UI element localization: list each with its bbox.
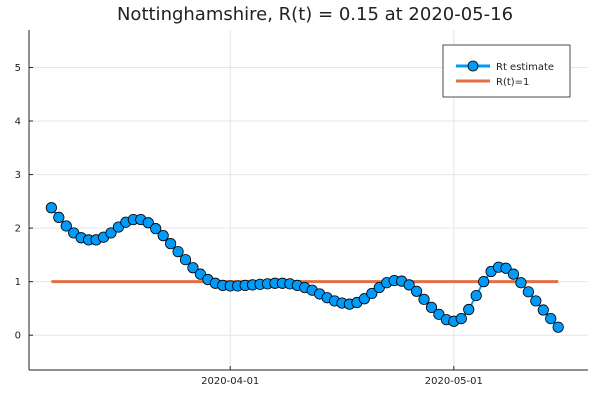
chart-title: Nottinghamshire, R(t) = 0.15 at 2020-05-… bbox=[117, 4, 513, 25]
rt-estimate-point bbox=[515, 277, 527, 289]
rt-estimate-point bbox=[157, 230, 169, 242]
rt-estimate-point bbox=[418, 293, 430, 305]
rt-estimate-point bbox=[470, 289, 482, 302]
rt-estimate-point bbox=[530, 295, 542, 307]
y-tick-label: 2 bbox=[15, 224, 21, 235]
rt-estimate-point bbox=[537, 304, 549, 316]
y-tick-label: 5 bbox=[15, 63, 21, 74]
rt-estimate-point bbox=[403, 279, 415, 291]
legend-marker-rt-estimate bbox=[467, 60, 479, 72]
rt-estimate-point bbox=[463, 303, 475, 316]
legend-label-rt-estimate: Rt estimate bbox=[496, 62, 554, 73]
rt-estimate-point bbox=[455, 312, 467, 325]
y-tick-label: 1 bbox=[15, 277, 21, 288]
rt-estimate-point bbox=[172, 246, 184, 258]
x-tick-label: 2020-04-01 bbox=[201, 376, 259, 387]
rt-estimate-point bbox=[500, 262, 512, 274]
rt-estimate-point bbox=[507, 268, 520, 280]
rt-estimate-point bbox=[545, 312, 557, 325]
y-tick-label: 4 bbox=[15, 117, 21, 128]
rt-estimate-point bbox=[522, 286, 534, 298]
rt-estimate-point bbox=[105, 227, 117, 239]
rt-estimate-point bbox=[150, 223, 162, 235]
rt-estimate-point bbox=[179, 254, 192, 266]
rt-estimate-point bbox=[187, 262, 199, 274]
rt-estimate-point bbox=[552, 321, 564, 333]
rt-estimate-point bbox=[53, 211, 65, 224]
rt-estimate-point bbox=[142, 217, 154, 229]
rt-estimate-point bbox=[425, 301, 438, 313]
x-tick-label: 2020-05-01 bbox=[425, 376, 483, 387]
rt-estimate-point bbox=[366, 287, 378, 300]
rt-estimate-point bbox=[45, 202, 57, 214]
rt-estimate-point bbox=[410, 285, 423, 297]
rt-estimate-point bbox=[60, 220, 72, 232]
rt-estimate-point bbox=[165, 238, 177, 250]
tick-labels: 0 1 2 3 4 5 2020-04-01 2020-05-01 bbox=[15, 63, 483, 387]
legend: Rt estimate R(t)=1 bbox=[442, 44, 571, 98]
legend-box bbox=[442, 44, 571, 98]
y-tick-label: 3 bbox=[15, 170, 21, 181]
rt-estimate-point bbox=[478, 276, 490, 288]
legend-label-threshold: R(t)=1 bbox=[496, 77, 529, 88]
y-tick-label: 0 bbox=[15, 331, 21, 342]
axes bbox=[28, 30, 588, 371]
plot-series bbox=[45, 202, 564, 333]
